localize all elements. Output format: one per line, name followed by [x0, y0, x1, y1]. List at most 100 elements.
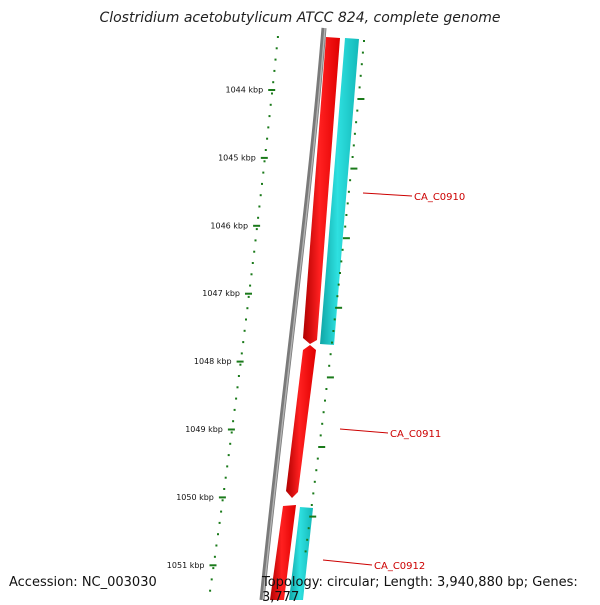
ruler-minor-tick-right — [325, 388, 328, 390]
ruler-minor-tick-right — [349, 179, 352, 182]
ruler-major-tick — [236, 360, 244, 363]
ruler-minor-tick-right — [331, 341, 333, 344]
ruler-labels: 1044 kbp 1045 kbp 1046 kbp 1047 kbp 1048 kbp… — [167, 86, 263, 570]
ruler-minor-tick — [263, 160, 266, 163]
ruler-minor-tick-right — [336, 295, 339, 298]
ruler-minor-tick — [217, 533, 219, 536]
ruler-minor-tick — [257, 216, 260, 219]
accession-text: Accession: NC_003030 — [9, 575, 157, 590]
ruler-minor-tick — [212, 567, 215, 570]
ruler-label: 1050 kbp — [176, 493, 214, 502]
ruler-minor-tick — [251, 262, 254, 264]
ruler-minor-tick — [243, 329, 246, 332]
ruler-minor-tick — [269, 103, 272, 106]
ruler-minor-tick — [266, 137, 269, 140]
ruler-minor-tick-right — [332, 330, 335, 332]
ruler-minor-tick — [215, 544, 218, 547]
ruler-major-tick — [209, 564, 217, 567]
ruler-minor-tick-right — [315, 469, 318, 472]
ruler-minor-tick-right — [346, 202, 349, 205]
ruler-minor-tick-right — [328, 364, 331, 367]
ruler-major-tick — [268, 89, 276, 91]
ruler-minor-tick-right — [324, 399, 326, 402]
ruler-minor-tick — [223, 488, 226, 490]
ruler-major-tick-right — [357, 98, 365, 100]
ruler-label: 1047 kbp — [202, 289, 240, 298]
ruler-minor-tick-right — [356, 109, 359, 112]
ruler-minor-tick — [268, 115, 271, 118]
callout-line-ca-c0912 — [322, 559, 373, 566]
ruler-major-tick-right — [335, 306, 343, 309]
ruler-minor-tick — [247, 295, 250, 298]
ruler-minor-tick — [275, 47, 278, 50]
ruler-minor-tick — [261, 182, 263, 185]
ruler-minor-tick-right — [337, 283, 340, 286]
backbone-highlight — [262, 27, 326, 601]
callout-line-ca-c0910 — [362, 192, 413, 197]
ruler-minor-tick-right — [359, 74, 362, 77]
ruler-minor-tick — [273, 69, 276, 72]
ruler-major-tick-right — [318, 446, 326, 448]
ruler-major-tick — [245, 292, 252, 295]
ruler-ticks-left — [209, 36, 279, 592]
ruler-minor-tick — [245, 318, 247, 321]
ruler-minor-tick-right — [340, 260, 343, 263]
ruler-minor-tick — [232, 420, 235, 423]
ruler-minor-tick-right — [306, 538, 309, 541]
ruler-label: 1046 kbp — [210, 221, 248, 230]
ruler-minor-tick-right — [341, 248, 344, 251]
ruler-label: 1048 kbp — [194, 357, 232, 366]
ruler-minor-tick — [272, 81, 275, 84]
ruler-minor-tick — [240, 352, 243, 355]
ruler-minor-tick — [271, 92, 273, 95]
ruler-minor-tick — [255, 228, 258, 231]
gene-ca-c0912-arrow[interactable] — [270, 505, 296, 600]
ruler-minor-tick-right — [310, 504, 313, 506]
ruler-minor-tick-right — [352, 144, 355, 147]
cds-ca-c0910-bar[interactable] — [320, 38, 359, 345]
ruler-minor-tick — [227, 454, 230, 457]
ruler-major-tick — [260, 156, 268, 159]
ruler-minor-tick-right — [351, 156, 354, 158]
ruler-minor-tick — [276, 36, 279, 38]
ruler-major-tick-right — [326, 376, 334, 379]
ruler-minor-tick — [246, 307, 249, 310]
ruler-minor-tick — [210, 578, 213, 581]
map-title: Clostridium acetobutylicum ATCC 824, com… — [99, 10, 501, 26]
ruler-minor-tick-right — [316, 457, 319, 460]
ruler-minor-tick — [209, 589, 212, 592]
ruler-minor-tick — [250, 273, 253, 276]
ruler-minor-tick — [220, 510, 223, 513]
ruler-minor-tick — [258, 205, 261, 208]
ruler-major-tick — [253, 224, 261, 227]
ruler-minor-tick-right — [339, 272, 341, 274]
ruler-major-tick-right — [350, 167, 358, 170]
ruler-minor-tick-right — [312, 492, 315, 495]
ruler-minor-tick-right — [345, 214, 348, 216]
gene-label-ca-c0912[interactable]: CA_C0912 — [374, 561, 425, 572]
ruler-minor-tick — [218, 521, 221, 524]
backbone-line — [259, 27, 327, 601]
gene-label-ca-c0911[interactable]: CA_C0911 — [390, 429, 441, 440]
ruler-minor-tick — [253, 250, 256, 253]
ruler-minor-tick — [242, 341, 245, 344]
ruler-minor-tick-right — [329, 353, 332, 356]
ruler-minor-tick — [249, 284, 252, 287]
ruler-minor-tick-right — [361, 51, 364, 54]
ruler-minor-tick — [230, 431, 233, 434]
gene-label-ca-c0910[interactable]: CA_C0910 — [414, 192, 465, 203]
ruler-minor-tick-right — [321, 422, 324, 425]
cds-ca-c0912-bar[interactable] — [289, 507, 313, 600]
ruler-minor-tick-right — [363, 40, 365, 42]
ruler-major-tick — [218, 496, 226, 499]
ruler-minor-tick — [237, 375, 240, 377]
ruler-label: 1044 kbp — [225, 86, 263, 95]
ruler-minor-tick — [235, 397, 238, 400]
ruler-minor-tick — [221, 499, 224, 502]
gene-ca-c0910-arrow[interactable] — [303, 37, 340, 344]
ruler-label: 1049 kbp — [185, 425, 223, 434]
ruler-minor-tick-right — [347, 190, 350, 193]
ruler-minor-tick-right — [319, 434, 322, 437]
gene-ca-c0911-arrow[interactable] — [286, 345, 316, 498]
